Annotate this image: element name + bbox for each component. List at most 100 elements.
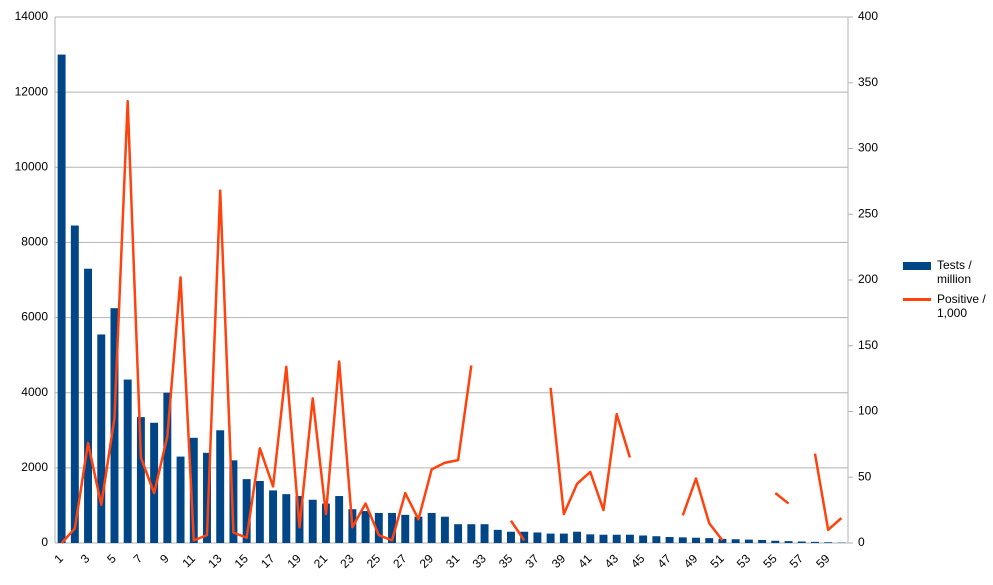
x-tick-label: 49 [681, 551, 701, 571]
y-tick-label: 6000 [21, 310, 48, 324]
x-tick-label: 25 [364, 551, 384, 571]
x-tick-label: 31 [443, 551, 463, 571]
bar [189, 437, 198, 543]
bar [546, 533, 555, 543]
bar [216, 430, 225, 543]
bar [824, 542, 833, 543]
y2-tick-label: 50 [858, 469, 872, 483]
bar [136, 417, 145, 543]
x-tick-label: 1 [51, 551, 66, 566]
bar [70, 225, 79, 543]
x-tick-label: 5 [104, 551, 119, 566]
bar [507, 531, 515, 543]
bar [559, 533, 568, 543]
x-tick-label: 59 [813, 551, 833, 571]
x-tick-label: 35 [496, 551, 516, 571]
bar [123, 379, 132, 543]
bar [176, 456, 185, 543]
x-tick-label: 41 [575, 551, 595, 571]
x-tick-label: 29 [417, 551, 437, 571]
bar [758, 539, 767, 543]
x-tick-label: 33 [470, 551, 490, 571]
bar [718, 538, 727, 543]
bar [744, 539, 753, 543]
legend-entry: Positive / 1,000 [903, 292, 993, 320]
bar [731, 539, 740, 543]
y-tick-label: 4000 [21, 385, 48, 399]
line [60, 99, 843, 544]
y-tick-label: 14000 [15, 9, 49, 23]
bar [771, 540, 780, 543]
x-tick-label: 47 [655, 551, 675, 571]
x-tick-label: 13 [205, 551, 225, 571]
bar [163, 392, 172, 543]
bar [520, 531, 529, 543]
bar [797, 541, 806, 543]
bar [652, 536, 661, 543]
x-tick-label: 37 [522, 551, 542, 571]
x-tick-label: 9 [157, 551, 172, 566]
legend: Tests / million Positive / 1,000 [903, 258, 993, 326]
bar [440, 516, 449, 543]
x-tick-label: 55 [760, 551, 780, 571]
x-tick-label: 39 [549, 551, 569, 571]
bar [493, 529, 502, 543]
bar [269, 490, 278, 543]
x-tick-label: 45 [628, 551, 648, 571]
x-tick-label: 43 [602, 551, 622, 571]
x-tick-label: 53 [734, 551, 754, 571]
bar [692, 537, 700, 543]
y2-tick-label: 200 [858, 272, 878, 286]
y2-tick-label: 300 [858, 141, 878, 155]
y2-tick-label: 100 [858, 404, 878, 418]
y2-tick-label: 400 [858, 9, 878, 23]
y-tick-label: 2000 [21, 460, 48, 474]
x-tick-label: 57 [787, 551, 807, 571]
bar [625, 534, 634, 543]
bar [533, 532, 542, 543]
bar [573, 531, 582, 543]
y-tick-label: 12000 [15, 84, 49, 98]
x-tick-label: 15 [232, 551, 252, 571]
x-tick-label: 3 [78, 551, 93, 566]
bar [150, 422, 159, 543]
bar [335, 496, 344, 543]
bar [586, 534, 595, 543]
bar [665, 536, 674, 543]
bar [427, 512, 436, 543]
x-tick-label: 11 [179, 551, 198, 570]
bar [321, 503, 330, 543]
x-tick-label: 7 [131, 551, 146, 566]
x-tick-label: 17 [258, 551, 278, 571]
legend-label: Positive / 1,000 [937, 292, 986, 320]
bar [388, 512, 396, 543]
x-tick-label: 27 [390, 551, 410, 571]
bar [467, 524, 476, 543]
bar [612, 534, 621, 543]
x-tick-label: 21 [311, 551, 331, 571]
y-tick-label: 0 [41, 535, 48, 549]
bar [639, 535, 648, 543]
bar [810, 541, 819, 543]
legend-swatch [903, 262, 931, 270]
y2-tick-label: 150 [858, 338, 878, 352]
x-tick-label: 23 [337, 551, 357, 571]
bar [282, 494, 291, 543]
y-tick-label: 8000 [21, 235, 48, 249]
bar [678, 537, 687, 543]
bar [705, 538, 714, 543]
y2-tick-label: 350 [858, 75, 878, 89]
bar [374, 512, 383, 543]
x-tick-label: 19 [285, 551, 305, 571]
y-tick-label: 10000 [15, 159, 49, 173]
bar [57, 54, 66, 543]
bar [401, 514, 410, 543]
bar [361, 511, 370, 543]
x-tick-label: 51 [707, 551, 727, 571]
legend-label: Tests / million [937, 258, 972, 286]
legend-swatch [903, 298, 931, 301]
bar [242, 479, 251, 543]
y2-tick-label: 250 [858, 206, 878, 220]
